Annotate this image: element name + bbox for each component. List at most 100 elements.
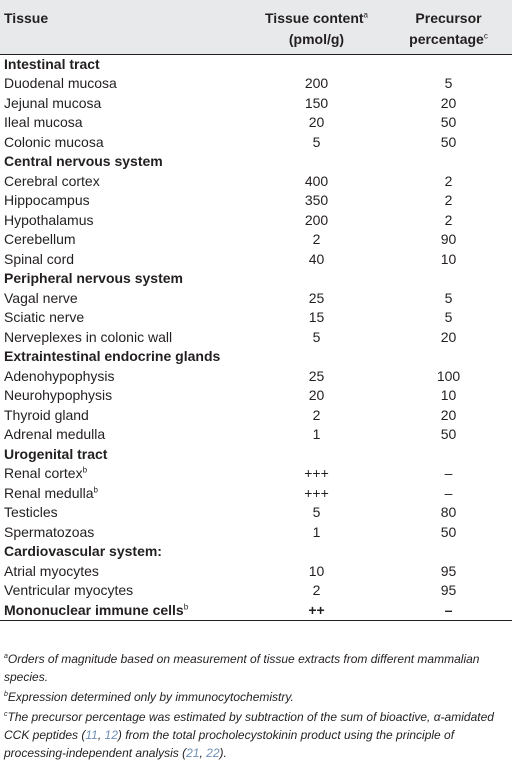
tissue-content-cell: 5 — [312, 328, 321, 345]
tissue-name: Ventricular myocytes — [4, 582, 134, 598]
footnote-c-separator-2: , — [199, 746, 207, 760]
section-heading: Extraintestinal endocrine glands — [4, 348, 221, 364]
table-section-row: Cardiovascular system: — [0, 542, 512, 562]
tissue-name: Spinal cord — [4, 250, 75, 267]
tissue-name: Thyroid gland — [4, 406, 89, 423]
tissue-content-cell: 200 — [304, 75, 329, 91]
table-row: Spermatozoas 1 50 — [0, 523, 512, 543]
tissue-name: Hypothalamus — [4, 211, 94, 228]
table-row: Cerebral cortex 400 2 — [0, 172, 512, 192]
tissue-content-cell: 40 — [308, 250, 325, 267]
tissue-content-cell: 5 — [312, 504, 321, 520]
tissue-cell: Renal cortexb — [0, 464, 248, 484]
tissue-name: Spermatozoas — [4, 523, 95, 540]
table-row: Duodenal mucosa 200 5 — [0, 74, 512, 94]
precursor-percentage-cell — [385, 347, 512, 367]
precursor-percentage-cell: 5 — [444, 309, 453, 325]
tissue-content-cell: 20 — [308, 114, 325, 130]
header-tissue: Tissue — [0, 0, 248, 55]
precursor-percentage-cell: – — [444, 465, 453, 481]
table-body: Intestinal tract Duodenal mucosa 200 5 Jejun… — [0, 54, 512, 621]
tissue-cell: Sciatic nerve — [0, 308, 248, 328]
section-heading: Cardiovascular system: — [4, 543, 162, 559]
table-section-row: Intestinal tract — [0, 54, 512, 74]
precursor-percentage-cell: 2 — [444, 211, 453, 228]
table-row: Hippocampus 350 2 — [0, 191, 512, 211]
tissue-cell: Colonic mucosa — [0, 133, 248, 153]
header-content-label: Tissue content — [265, 10, 364, 26]
tissue-cell: Ileal mucosa — [0, 113, 248, 133]
tissue-content-cell — [248, 152, 385, 172]
tissue-content-cell: 2 — [312, 406, 321, 423]
tissue-cell: Duodenal mucosa — [0, 74, 248, 94]
table-header: Tissue Tissue contenta (pmol/g) Precurso… — [0, 0, 512, 55]
table-row: Jejunal mucosa 150 20 — [0, 94, 512, 114]
tissue-content-cell: +++ — [304, 465, 329, 481]
table-row: Adenohypophysis 25 100 — [0, 367, 512, 387]
table-row: Atrial myocytes 10 95 — [0, 562, 512, 582]
precursor-percentage-cell: 2 — [444, 172, 453, 189]
table-row: Neurohypophysis 20 10 — [0, 386, 512, 406]
reference-link-12[interactable]: 12 — [104, 728, 118, 742]
tissue-name: Adenohypophysis — [4, 367, 115, 384]
tissue-name: Duodenal mucosa — [4, 75, 117, 91]
section-heading: Urogenital tract — [4, 445, 108, 462]
section-heading: Intestinal tract — [4, 55, 100, 72]
tissue-name: Colonic mucosa — [4, 133, 104, 150]
tissue-content-cell: 2 — [312, 582, 321, 598]
precursor-percentage-cell: – — [444, 484, 453, 501]
tissue-cell: Hypothalamus — [0, 211, 248, 231]
tissue-content-cell: 5 — [312, 133, 321, 150]
tissue-content-cell: 10 — [308, 562, 325, 579]
precursor-percentage-cell: 20 — [440, 406, 457, 423]
table-row: Cerebellum 2 90 — [0, 230, 512, 250]
tissue-cell: Adenohypophysis — [0, 367, 248, 387]
table-footnotes: aOrders of magnitude based on measuremen… — [4, 650, 508, 762]
tissue-cell: Renal medullab — [0, 484, 248, 504]
section-heading-cell: Central nervous system — [0, 152, 248, 172]
reference-link-11[interactable]: 11 — [85, 728, 98, 742]
reference-link-21[interactable]: 21 — [186, 746, 200, 760]
table-section-row: Peripheral nervous system — [0, 269, 512, 289]
section-heading-cell: Intestinal tract — [0, 54, 248, 74]
precursor-percentage-cell: 95 — [440, 562, 457, 579]
footnote-c: cThe precursor percentage was estimated … — [4, 708, 508, 762]
tissue-content-cell: 400 — [304, 172, 329, 189]
section-heading-cell: Urogenital tract — [0, 445, 248, 465]
tissue-name: Jejunal mucosa — [4, 94, 102, 111]
header-content-unit: (pmol/g) — [288, 31, 345, 47]
tissue-content-cell: 2 — [312, 231, 321, 247]
section-heading-cell: Cardiovascular system: — [0, 542, 248, 562]
section-heading-cell: Peripheral nervous system — [0, 269, 248, 289]
reference-link-22[interactable]: 22 — [206, 746, 220, 760]
tissue-content-cell: 1 — [312, 523, 321, 540]
tissue-content-cell: 15 — [308, 309, 325, 325]
tissue-name: Testicles — [4, 504, 58, 520]
precursor-percentage-cell: 90 — [440, 231, 457, 247]
tissue-content-cell: 20 — [308, 387, 325, 403]
tissue-name: Renal medulla — [4, 484, 94, 501]
table-row: Hypothalamus 200 2 — [0, 211, 512, 231]
section-heading: Peripheral nervous system — [4, 270, 183, 286]
tissue-name: Neurohypophysis — [4, 387, 113, 403]
precursor-percentage-cell: 50 — [440, 114, 457, 130]
tissue-name: Renal cortex — [4, 465, 83, 481]
tissue-cell: Spermatozoas — [0, 523, 248, 543]
tissue-cell: Hippocampus — [0, 191, 248, 211]
table-row: Vagal nerve 25 5 — [0, 289, 512, 309]
precursor-percentage-cell: 80 — [440, 504, 457, 520]
tissue-content-cell: 200 — [304, 211, 329, 228]
footnote-a-mark: a — [4, 653, 8, 660]
tissue-cell: Cerebellum — [0, 230, 248, 250]
section-heading-cell: Extraintestinal endocrine glands — [0, 347, 248, 367]
footnote-c-mark: c — [4, 711, 8, 718]
table-row: Nerveplexes in colonic wall 5 20 — [0, 328, 512, 348]
tissue-cell: Jejunal mucosa — [0, 94, 248, 114]
tissue-name: Ileal mucosa — [4, 114, 83, 130]
tissue-cell: Nerveplexes in colonic wall — [0, 328, 248, 348]
table-section-row: Extraintestinal endocrine glands — [0, 347, 512, 367]
table-section-row: Mononuclear immune cellsb ++ – — [0, 600, 512, 621]
table-row: Testicles 5 80 — [0, 503, 512, 523]
tissue-content-cell: 25 — [308, 289, 325, 306]
